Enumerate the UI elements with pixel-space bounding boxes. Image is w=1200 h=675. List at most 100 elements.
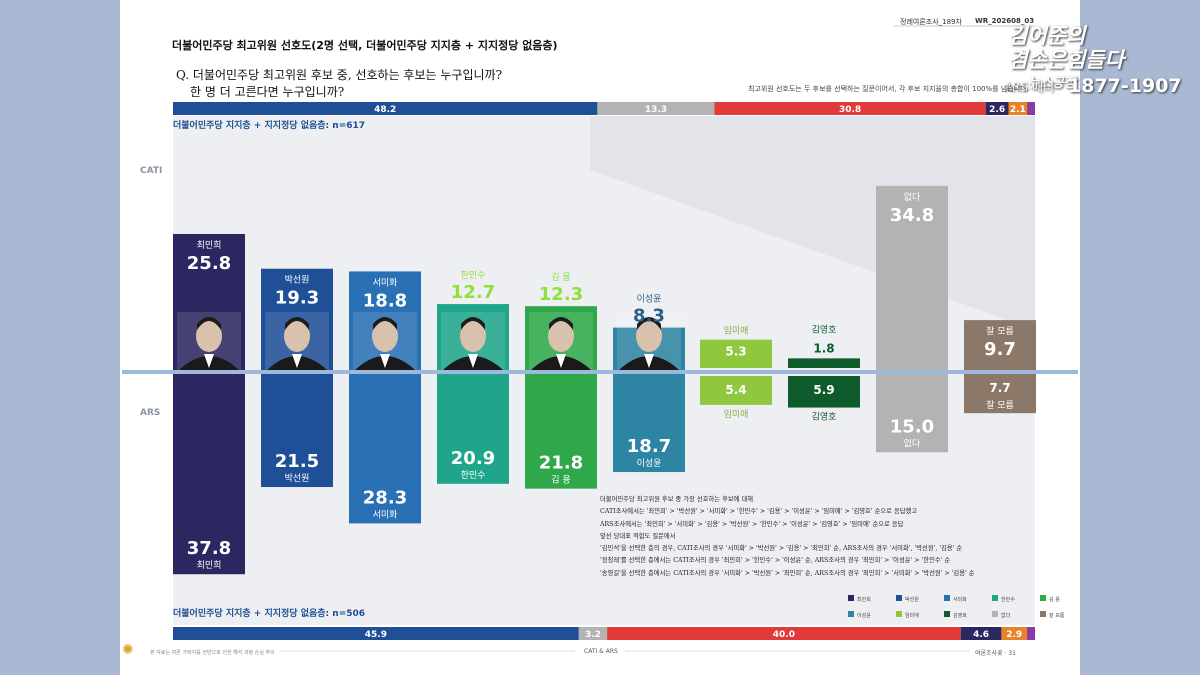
stacked-top-segment [173, 102, 598, 115]
footer-method: CATI & ARS [584, 648, 618, 655]
candidate-name-ars: 김 용 [551, 474, 570, 486]
legend-label: 잘 모름 [1049, 612, 1065, 619]
candidate-hair [549, 317, 573, 330]
candidate-name-ars: 임미애 [724, 408, 749, 420]
footer-page: 여론조사꽃 · 31 [975, 650, 1016, 657]
value-label-ars: 18.7 [627, 436, 671, 457]
candidate-shirt [292, 354, 302, 368]
value-label-ars: 37.8 [187, 538, 231, 559]
legend-swatch [848, 595, 854, 601]
bar-ars [613, 372, 685, 473]
explain-line: 앞선 당대표 적합도 질문에서 [600, 532, 676, 540]
legend-label: 서미화 [953, 596, 967, 603]
candidate-name-ars: 최민희 [197, 559, 222, 571]
explain-line: CATI조사에서는 '최민희' > '박선원' > '서미화' > '한민수' … [600, 508, 918, 516]
candidate-name-cati: 김영호 [812, 323, 837, 335]
explanation-block: 더불어민주당 최고위원 후보 중 가장 선호하는 후보에 대해 CATI조사에서… [600, 494, 1070, 580]
sun-logo-icon: ✺ [122, 642, 134, 658]
stacked-bottom-segment [960, 627, 1002, 640]
value-label-cati: 12.7 [451, 282, 495, 303]
explain-line: '정청래'를 선택한 층에서는 CATI조사의 경우 '최민희' > '한민수'… [600, 557, 951, 565]
value-label-cati: 1.8 [813, 341, 834, 355]
candidate-face [636, 320, 662, 352]
sample-top: 더불어민주당 지지층 + 지지정당 없음층: n=617 [173, 121, 366, 131]
candidate-name-cati: 이성윤 [637, 294, 662, 305]
explain-line: 더불어민주당 최고위원 후보 중 가장 선호하는 후보에 대해 [600, 496, 754, 503]
candidate-hair [461, 317, 485, 330]
stacked-top-segment-rest [1027, 102, 1035, 115]
legend-swatch [944, 595, 950, 601]
value-label-cati: 25.8 [187, 253, 231, 274]
stacked-top-segment [1008, 102, 1028, 115]
stacked-top-label: 2.1 [1010, 105, 1026, 115]
bar-ars [964, 372, 1036, 414]
watermark-line1: 김어준의 [1008, 24, 1086, 48]
candidate-name-cati: 없다 [904, 192, 921, 203]
candidate-hair [373, 317, 397, 330]
stacked-top-label: 2.6 [989, 105, 1005, 115]
candidate-name-cati: 김 용 [551, 271, 570, 283]
note-text: 최고위원 선호도는 두 후보를 선택하는 질문이어서, 각 후보 지지율의 총합… [748, 85, 1029, 93]
chart-title: 더불어민주당 최고위원 선호도(2명 선택, 더불어민주당 지지층 + 지지정당… [172, 39, 558, 52]
stacked-top-segment [985, 102, 1009, 115]
stacked-top-segment [597, 102, 715, 115]
stacked-top-label: 48.2 [374, 105, 396, 115]
stacked-top-segment [714, 102, 986, 115]
candidate-name-ars: 김영호 [812, 411, 837, 423]
value-label-cati: 5.3 [725, 345, 746, 359]
bar-cati [876, 185, 948, 372]
candidate-name-cati: 서미화 [373, 277, 398, 288]
stacked-bottom-segment [607, 627, 961, 640]
legend-label: 임미애 [905, 612, 919, 619]
value-label-cati: 19.3 [275, 288, 319, 309]
value-label-ars: 7.7 [989, 381, 1010, 395]
legend-label: 최민희 [857, 596, 871, 603]
candidate-hair [637, 317, 661, 330]
stacked-bottom-segment [173, 627, 579, 640]
candidate-face [284, 320, 310, 352]
watermark-line4: ARS 배너 [1004, 80, 1055, 94]
candidate-name-ars: 한민수 [461, 470, 486, 481]
method-cati: CATI [140, 166, 163, 176]
stacked-bottom-label: 40.0 [773, 630, 795, 640]
legend-swatch [848, 611, 854, 617]
legend-swatch [992, 611, 998, 617]
legend-swatch [896, 611, 902, 617]
stacked-top-label: 13.3 [645, 105, 667, 115]
stacked-top-label: 30.8 [839, 105, 861, 115]
candidate-face [196, 320, 222, 352]
value-label-ars: 15.0 [890, 416, 934, 437]
bar-ars [788, 376, 860, 408]
legend-label: 한민수 [1001, 596, 1015, 603]
legend-swatch [1040, 595, 1046, 601]
bar-ars [525, 372, 597, 489]
candidate-shirt [380, 354, 390, 368]
candidate-name-ars: 이성윤 [637, 458, 662, 469]
legend-swatch [1040, 611, 1046, 617]
watermark-line3: 뉴스공장 [1028, 76, 1076, 91]
question-line-1: Q. 더불어민주당 최고위원 후보 중, 선호하는 후보는 누구입니까? [176, 68, 503, 82]
candidate-name-cati: 한민수 [461, 270, 486, 281]
candidate-shirt [468, 354, 478, 368]
explain-line: '송영길'을 선택한 층에서는 CATI조사의 경우 '서미화' > '박선원'… [600, 569, 975, 577]
value-label-cati: 8.3 [633, 306, 665, 327]
bar-cati [964, 320, 1036, 372]
value-label-cati: 9.7 [984, 339, 1016, 360]
legend-label: 이성윤 [857, 612, 871, 619]
candidate-name-cati: 임미애 [724, 325, 749, 337]
issue-code: WR_202608_03 [975, 17, 1035, 25]
legend-label: 없다 [1001, 612, 1011, 619]
candidate-name-ars: 잘 모름 [986, 399, 1014, 411]
value-label-ars: 5.9 [813, 383, 834, 397]
footer-note: 본 자료는 여론 가락지를 전반으로 인한 해석 과정 손실 주의 [150, 650, 275, 656]
bar-cati [788, 358, 860, 368]
stacked-bottom-label: 4.6 [973, 630, 989, 640]
issue-label: 정례여론조사_189차 [900, 18, 962, 26]
stacked-bottom-label: 3.2 [585, 630, 601, 640]
value-label-cati: 34.8 [890, 205, 934, 226]
bar-ars [173, 372, 245, 575]
candidate-shirt [556, 354, 566, 368]
legend-label: 박선원 [905, 596, 919, 603]
